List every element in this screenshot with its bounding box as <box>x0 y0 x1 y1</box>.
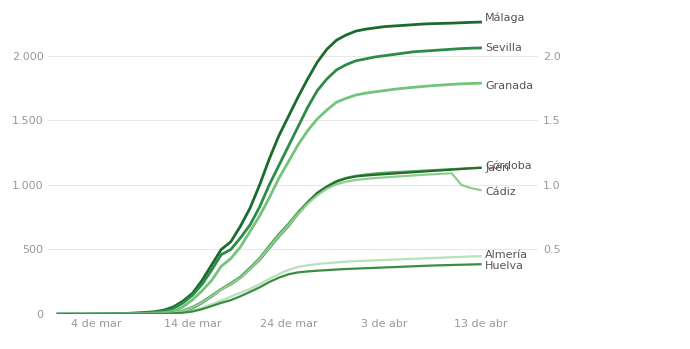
Text: Sevilla: Sevilla <box>485 43 522 53</box>
Text: Cádiz: Cádiz <box>485 187 516 198</box>
Text: Huelva: Huelva <box>485 261 524 271</box>
Text: Córdoba: Córdoba <box>485 161 532 171</box>
Text: Almería: Almería <box>485 250 529 260</box>
Text: Granada: Granada <box>485 81 533 91</box>
Text: Jaén: Jaén <box>485 163 509 173</box>
Text: Málaga: Málaga <box>485 13 526 23</box>
